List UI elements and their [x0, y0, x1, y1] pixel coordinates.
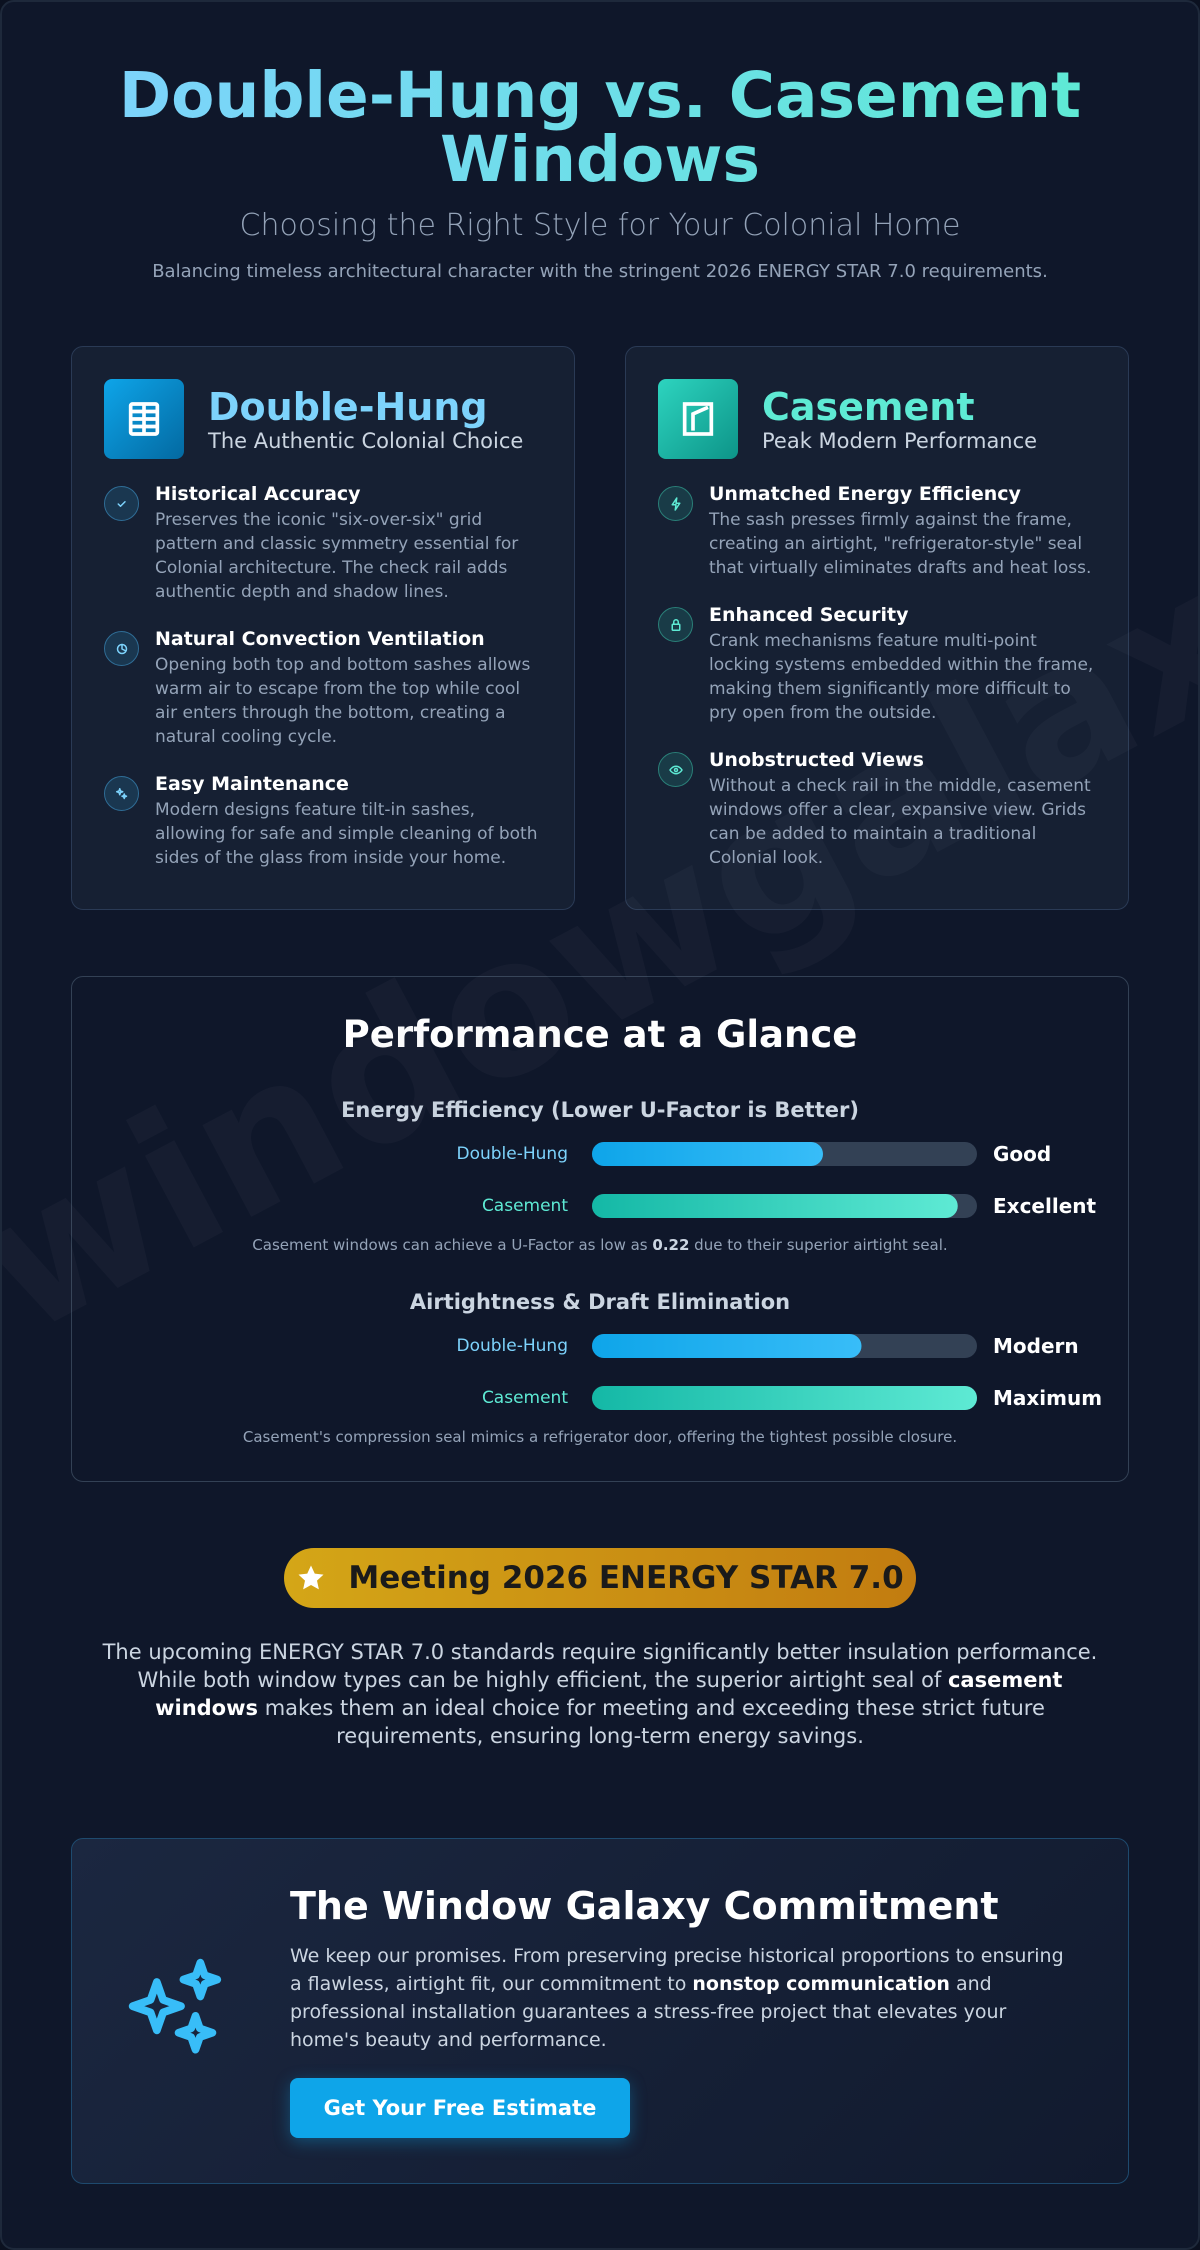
feature-text: The sash presses firmly against the fram… [709, 510, 1092, 578]
commitment: The Window Galaxy Commitment We keep our… [71, 1838, 1129, 2184]
bar-row: Double-Hung Modern [72, 1320, 1128, 1372]
card-heading: Double-Hung The Authentic Colonial Choice [208, 385, 523, 453]
star-icon [298, 1565, 324, 1590]
cards: Double-Hung The Authentic Colonial Choice… [71, 346, 1129, 910]
feature-icon [658, 486, 693, 521]
feature: Unmatched Energy Efficiency The sash pres… [658, 483, 1096, 580]
feature-body: Historical Accuracy Preserves the iconic … [155, 483, 542, 604]
bold-text: nonstop communication [692, 1973, 950, 1995]
feature-text: Crank mechanisms feature multi-point loc… [709, 631, 1094, 723]
bar [592, 1194, 958, 1218]
feature-body: Enhanced Security Crank mechanisms featur… [709, 604, 1096, 725]
estimate-button[interactable]: Get Your Free Estimate [290, 2078, 630, 2138]
feature: Enhanced Security Crank mechanisms featur… [658, 604, 1096, 725]
commitment-title: The Window Galaxy Commitment [290, 1884, 999, 1928]
bar-row: Casement Excellent [72, 1180, 1128, 1232]
card-heading: Casement Peak Modern Performance [762, 385, 1037, 453]
bar [592, 1142, 823, 1166]
metric-title: Airtightness & Draft Elimination [409, 1290, 791, 1314]
feature-text: Without a check rail in the middle, case… [709, 776, 1091, 868]
card: Double-Hung The Authentic Colonial Choice… [71, 346, 575, 910]
feature-icon [104, 486, 139, 521]
feature-title: Natural Convection Ventilation [155, 628, 485, 650]
feature-icon [658, 752, 693, 787]
card-tagline: Peak Modern Performance [762, 429, 1038, 453]
feature-icon [658, 607, 693, 642]
feature-title: Unobstructed Views [709, 749, 924, 771]
bar-chart [592, 1334, 977, 1358]
bar-label: Casement [481, 1196, 568, 1216]
tagline: Balancing timeless architectural charact… [152, 261, 1048, 282]
card-icon [104, 379, 184, 459]
bar-label: Double-Hung [456, 1336, 569, 1356]
text: The upcoming ENERGY STAR 7.0 standards r… [102, 1640, 1098, 1692]
text: due to their superior airtight seal. [689, 1236, 948, 1254]
bar-rating: Good [993, 1142, 1052, 1166]
metric-note: Casement's compression seal mimics a ref… [72, 1428, 1128, 1446]
feature-body: Natural Convection Ventilation Opening bo… [155, 628, 542, 749]
metric-note: Casement windows can achieve a U-Factor … [72, 1236, 1128, 1254]
card-header: Casement Peak Modern Performance [658, 379, 1096, 459]
feature: Easy Maintenance Modern designs feature t… [104, 773, 542, 870]
bar-chart [592, 1142, 977, 1166]
subtitle: Choosing the Right Style for Your Coloni… [239, 208, 961, 243]
bar-row: Double-Hung Good [72, 1128, 1128, 1180]
feature: Unobstructed Views Without a check rail i… [658, 749, 1096, 870]
commitment-text: We keep our promises. From preserving pr… [290, 1942, 1080, 2054]
card: Casement Peak Modern Performance Unmatched… [625, 346, 1129, 910]
bar-label: Casement [481, 1388, 568, 1408]
bar-label: Double-Hung [456, 1144, 569, 1164]
card-tagline: The Authentic Colonial Choice [208, 429, 524, 453]
bar [592, 1334, 862, 1358]
card-name: Double-Hung [208, 385, 488, 429]
feature-title: Unmatched Energy Efficiency [709, 483, 1021, 505]
card-name: Casement [762, 385, 975, 429]
feature-title: Easy Maintenance [155, 773, 349, 795]
feature-body: Unobstructed Views Without a check rail i… [709, 749, 1096, 870]
title: Double-Hung vs. Casement Windows [102, 64, 1098, 192]
text: Casement's compression seal mimics a ref… [242, 1428, 958, 1446]
card-icon [658, 379, 738, 459]
bar-rating: Maximum [993, 1386, 1103, 1410]
feature-title: Historical Accuracy [155, 483, 361, 505]
bold-text: casement windows [155, 1668, 1063, 1720]
text: and professional installation guarantees… [290, 1973, 1007, 2051]
performance-title: Performance at a Glance [342, 1013, 858, 1056]
feature-text: Preserves the iconic "six-over-six" grid… [155, 510, 519, 602]
feature: Historical Accuracy Preserves the iconic … [104, 483, 542, 604]
sparkle-icon [72, 1953, 290, 2069]
feature-title: Enhanced Security [709, 604, 909, 626]
feature-icon [104, 631, 139, 666]
bar-row: Casement Maximum [72, 1372, 1128, 1424]
bar-chart [592, 1194, 977, 1218]
badge-text: Meeting 2026 ENERGY STAR 7.0 [348, 1560, 904, 1596]
energy-star-badge: Meeting 2026 ENERGY STAR 7.0 [284, 1548, 916, 1608]
bold-text: 0.22 [652, 1236, 690, 1254]
bar [592, 1386, 977, 1410]
text: makes them an ideal choice for meeting a… [258, 1696, 1045, 1748]
performance: Performance at a Glance Energy Efficienc… [71, 976, 1129, 1482]
bar-rating: Excellent [993, 1194, 1097, 1218]
feature-text: Opening both top and bottom sashes allow… [155, 655, 531, 747]
feature-icon [104, 776, 139, 811]
feature-text: Modern designs feature tilt-in sashes, a… [155, 800, 538, 868]
text: Casement windows can achieve a U-Factor … [252, 1236, 653, 1254]
metric-title: Energy Efficiency (Lower U-Factor is Bet… [341, 1098, 859, 1122]
bar-rating: Modern [993, 1334, 1079, 1358]
bar-chart [592, 1386, 977, 1410]
energy-star-text: The upcoming ENERGY STAR 7.0 standards r… [92, 1638, 1108, 1750]
feature-body: Easy Maintenance Modern designs feature t… [155, 773, 542, 870]
text: We keep our promises. From preserving pr… [290, 1945, 1064, 1995]
card-header: Double-Hung The Authentic Colonial Choice [104, 379, 542, 459]
feature: Natural Convection Ventilation Opening bo… [104, 628, 542, 749]
feature-body: Unmatched Energy Efficiency The sash pres… [709, 483, 1096, 580]
